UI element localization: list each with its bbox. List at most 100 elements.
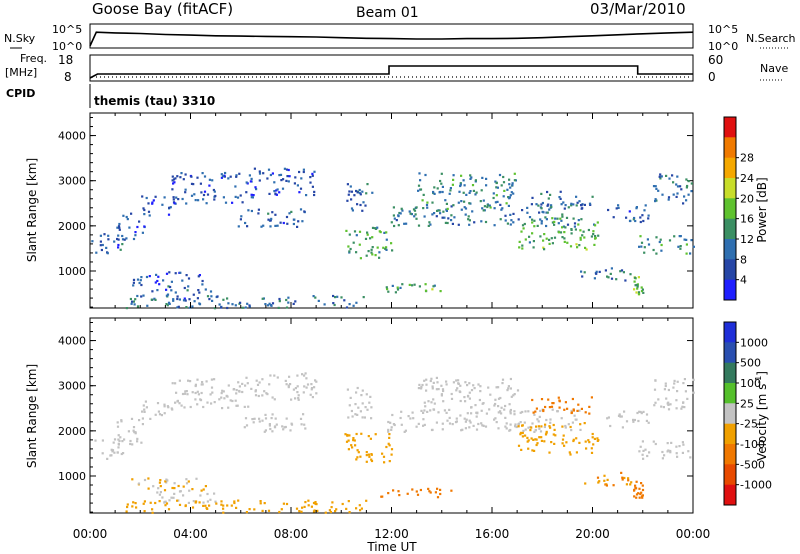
velocity-cell bbox=[506, 389, 509, 392]
power-cell bbox=[391, 249, 394, 252]
velocity-cell bbox=[475, 415, 478, 418]
power-cell bbox=[172, 198, 175, 201]
velocity-cell bbox=[436, 487, 439, 490]
velocity-cell bbox=[358, 504, 361, 507]
velocity-cell bbox=[670, 441, 673, 444]
velocity-cell bbox=[430, 401, 433, 404]
noise-right-tick-bottom: 10^0 bbox=[708, 40, 738, 53]
velocity-cell bbox=[527, 426, 530, 429]
power-cell bbox=[155, 273, 158, 276]
power-cell bbox=[278, 191, 281, 194]
power-cell bbox=[117, 243, 120, 247]
velocity-cell bbox=[564, 401, 567, 404]
power-cell bbox=[287, 180, 290, 183]
power-colorbar-segment bbox=[724, 117, 736, 138]
power-cell bbox=[247, 209, 250, 212]
velocity-cell bbox=[470, 406, 473, 409]
velocity-cell bbox=[680, 407, 683, 410]
velocity-cell bbox=[464, 400, 467, 403]
velocity-cell bbox=[513, 413, 516, 416]
freq-right-tick-bottom: 0 bbox=[708, 70, 716, 84]
power-region-12 bbox=[390, 203, 580, 228]
velocity-cell bbox=[210, 402, 213, 405]
velocity-cell bbox=[640, 412, 643, 415]
velocity-cell bbox=[356, 456, 359, 459]
power-cell bbox=[596, 221, 599, 224]
power-cell bbox=[647, 217, 650, 220]
velocity-region-15 bbox=[531, 396, 593, 415]
power-cell bbox=[370, 248, 373, 251]
velocity-cell bbox=[163, 403, 166, 406]
velocity-cell bbox=[304, 501, 307, 504]
velocity-cell bbox=[173, 487, 176, 490]
velocity-cell bbox=[428, 490, 431, 493]
velocity-cell bbox=[654, 379, 657, 382]
power-cell bbox=[192, 293, 195, 296]
power-cell bbox=[209, 290, 213, 293]
power-cell bbox=[494, 180, 497, 183]
velocity-cell bbox=[222, 504, 225, 507]
velocity-cell bbox=[132, 426, 136, 429]
velocity-cell bbox=[221, 407, 224, 410]
velocity-cell bbox=[570, 409, 573, 412]
velocity-cell bbox=[134, 431, 137, 434]
power-colorbar-segment bbox=[724, 198, 736, 220]
velocity-cell bbox=[220, 500, 223, 503]
velocity-cell bbox=[530, 437, 533, 440]
power-cell bbox=[271, 302, 275, 305]
power-cell bbox=[208, 298, 211, 301]
velocity-cell bbox=[126, 505, 129, 509]
velocity-cell bbox=[301, 506, 304, 509]
power-cell bbox=[510, 219, 513, 222]
velocity-cell bbox=[254, 389, 257, 392]
velocity-ytick-label: 4000 bbox=[58, 335, 86, 348]
velocity-colorbar-label-tick: -500 bbox=[740, 458, 765, 471]
power-cell bbox=[399, 286, 402, 289]
velocity-cell bbox=[538, 427, 541, 430]
velocity-cell bbox=[350, 409, 353, 413]
velocity-cell bbox=[487, 386, 490, 389]
power-cell bbox=[535, 203, 538, 206]
velocity-cell bbox=[552, 433, 555, 436]
velocity-cell bbox=[468, 397, 471, 400]
velocity-cell bbox=[646, 454, 649, 458]
velocity-cell bbox=[361, 416, 364, 419]
velocity-cell bbox=[156, 491, 159, 494]
velocity-cell bbox=[355, 507, 358, 510]
velocity-cell bbox=[356, 413, 359, 416]
power-cell bbox=[184, 191, 187, 194]
power-cell bbox=[157, 275, 160, 278]
power-cell bbox=[128, 226, 131, 229]
power-cell bbox=[522, 227, 525, 230]
velocity-cell bbox=[407, 415, 410, 418]
power-cell bbox=[676, 175, 679, 178]
power-cell bbox=[293, 218, 296, 221]
velocity-cell bbox=[113, 438, 117, 441]
power-cell bbox=[668, 177, 671, 180]
velocity-cell bbox=[420, 409, 423, 412]
velocity-cell bbox=[381, 452, 384, 455]
power-cell bbox=[692, 245, 695, 248]
velocity-cell bbox=[561, 425, 564, 428]
velocity-cell bbox=[147, 477, 150, 480]
velocity-cell bbox=[526, 440, 529, 443]
power-cell bbox=[414, 213, 417, 216]
velocity-cell bbox=[522, 429, 525, 432]
velocity-cell bbox=[370, 417, 373, 420]
velocity-cell bbox=[639, 492, 642, 496]
power-cell bbox=[371, 236, 374, 239]
velocity-cell bbox=[617, 414, 621, 417]
velocity-cell bbox=[310, 387, 314, 390]
velocity-cell bbox=[539, 430, 543, 433]
power-region-10 bbox=[346, 183, 374, 212]
velocity-cell bbox=[463, 417, 466, 420]
velocity-cell bbox=[578, 441, 581, 444]
power-cell bbox=[142, 207, 145, 210]
velocity-cell bbox=[479, 390, 482, 393]
velocity-cell bbox=[429, 491, 432, 494]
power-cell bbox=[460, 208, 463, 211]
power-cell bbox=[469, 174, 472, 177]
velocity-cell bbox=[436, 496, 440, 499]
power-cell bbox=[459, 183, 462, 186]
